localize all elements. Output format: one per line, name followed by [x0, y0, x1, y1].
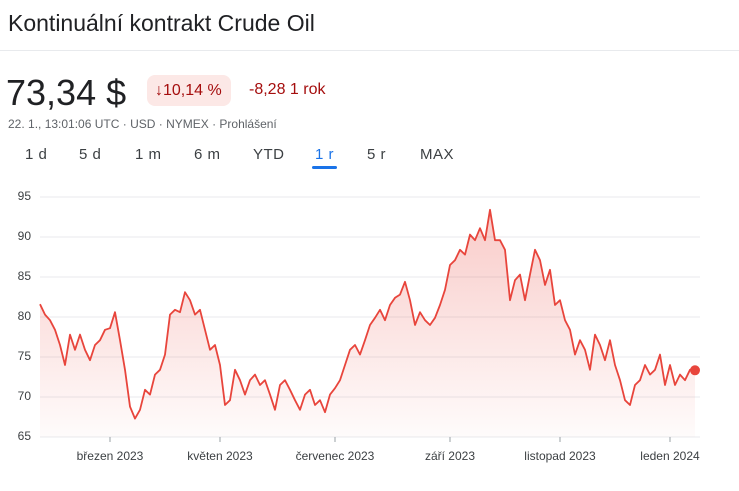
y-tick-label: 80: [18, 309, 32, 323]
range-tab[interactable]: 5 r: [367, 146, 387, 163]
change-badge: ↓10,14 %: [147, 75, 231, 106]
price: 73,34 $: [6, 72, 127, 113]
y-tick-label: 75: [18, 349, 32, 363]
x-tick-label: březen 2023: [77, 449, 144, 463]
quote-meta: 22. 1., 13:01:06 UTC · USD · NYMEX · Pro…: [8, 117, 277, 131]
tab-underline: [312, 166, 337, 169]
range-tab[interactable]: 1 d: [25, 146, 48, 163]
change: -8,28 1 rok: [249, 81, 326, 99]
change-period: 1 rok: [289, 81, 326, 98]
x-tick-label: červenec 2023: [296, 449, 375, 463]
x-tick-label: leden 2024: [640, 449, 700, 463]
range-tab[interactable]: MAX: [420, 146, 455, 163]
x-tick-label: září 2023: [425, 449, 475, 463]
x-tick-label: květen 2023: [187, 449, 253, 463]
y-tick-label: 95: [18, 189, 32, 203]
price-line: [39, 208, 696, 420]
change-value: -8,28: [249, 81, 286, 98]
y-tick-label: 90: [18, 229, 32, 243]
change-percent: 10,14 %: [163, 82, 222, 99]
range-tab[interactable]: YTD: [253, 146, 285, 163]
range-tab[interactable]: 1 r: [315, 146, 335, 163]
range-tab[interactable]: 1 m: [135, 146, 162, 163]
y-tick-label: 65: [18, 429, 32, 443]
down-arrow: ↓: [155, 82, 163, 99]
range-tab[interactable]: 6 m: [194, 146, 221, 163]
area-fill: [40, 209, 695, 437]
range-tab[interactable]: 5 d: [79, 146, 102, 163]
separator: [0, 50, 739, 51]
x-tick-label: listopad 2023: [524, 449, 596, 463]
last-point: [690, 365, 700, 376]
y-tick-label: 70: [18, 389, 32, 403]
y-tick-label: 85: [18, 269, 32, 283]
title: Kontinuální kontrakt Crude Oil: [8, 10, 315, 36]
